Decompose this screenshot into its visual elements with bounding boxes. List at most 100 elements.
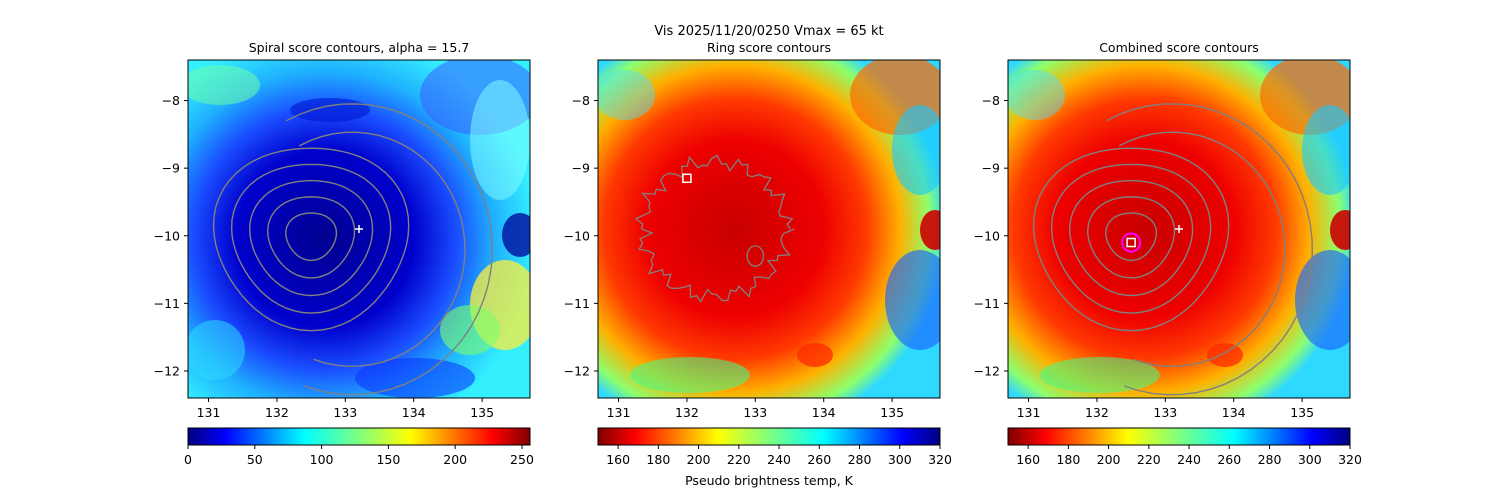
colorbar-tick-label: 300 [888, 452, 912, 467]
x-tick-label: 133 [743, 405, 767, 420]
colorbar-tick-label: 160 [1016, 452, 1040, 467]
score-contour [285, 103, 494, 396]
score-contour [1050, 163, 1212, 314]
x-tick-label: 132 [265, 405, 289, 420]
center-square-marker [682, 173, 692, 184]
ring-colorbar-label: Pseudo brightness temp, K [685, 473, 854, 488]
center-plus-marker [355, 225, 363, 233]
ring-markers [682, 173, 692, 184]
y-tick-label: −8 [572, 93, 590, 108]
colorbar-tick-label: 200 [443, 452, 467, 467]
score-contour [1032, 147, 1230, 332]
combined-panel-title: Combined score contours [1099, 40, 1259, 55]
score-contour [1118, 131, 1286, 368]
y-tick-label: −11 [154, 296, 180, 311]
center-circle-marker [1121, 232, 1142, 253]
x-tick-label: 133 [333, 405, 357, 420]
spiral-panel: Spiral score contours, alpha = 15.7 131 1… [154, 40, 534, 467]
combined-contours [1032, 103, 1314, 396]
colorbar-tick-label: 100 [310, 452, 334, 467]
ring-contours [634, 154, 795, 303]
y-tick-label: −12 [974, 363, 1000, 378]
combined-axis-ticks: 131 132 133 134 135 −8 −9 −10 −11 −12 [974, 93, 1314, 420]
figure-title: Vis 2025/11/20/0250 Vmax = 65 kt [654, 24, 883, 39]
x-tick-label: 135 [880, 405, 904, 420]
score-contour [298, 131, 466, 368]
ring-panel-title: Ring score contours [707, 40, 831, 55]
colorbar-tick-label: 240 [1177, 452, 1201, 467]
colorbar-tick-label: 180 [1056, 452, 1080, 467]
colorbar-tick-label: 260 [1217, 452, 1241, 467]
spiral-panel-title: Spiral score contours, alpha = 15.7 [249, 40, 470, 55]
score-contour [285, 212, 338, 262]
spiral-axes-frame [187, 59, 531, 399]
score-contour [230, 163, 392, 314]
center-square-marker [1126, 237, 1136, 248]
x-tick-label: 131 [607, 405, 631, 420]
score-contour [266, 196, 356, 279]
score-contour [248, 179, 374, 297]
spiral-heatmap [188, 60, 530, 398]
combined-panel: Combined score contours 131 132 133 134 135 −… [974, 40, 1362, 467]
combined-colorbar: 160 180 200 220 240 260 280 300 320 [1007, 427, 1362, 467]
x-tick-label: 134 [402, 405, 426, 420]
x-tick-label: 133 [1153, 405, 1177, 420]
colorbar-tick-label: 320 [1338, 452, 1362, 467]
x-tick-label: 132 [675, 405, 699, 420]
ring-panel: Ring score contours 131 132 133 134 135 −8 −9 −… [564, 40, 952, 488]
x-tick-label: 134 [1222, 405, 1246, 420]
colorbar-tick-label: 300 [1298, 452, 1322, 467]
x-tick-label: 131 [197, 405, 221, 420]
ring-heatmap [598, 60, 940, 398]
colorbar-tick-label: 320 [928, 452, 952, 467]
y-tick-label: −11 [564, 296, 590, 311]
x-tick-label: 135 [470, 405, 494, 420]
colorbar-tick-label: 50 [247, 452, 263, 467]
colorbar-tick-label: 180 [646, 452, 670, 467]
center-plus-marker [1175, 225, 1183, 233]
score-contour [1105, 103, 1314, 396]
score-contour [1105, 212, 1158, 262]
colorbar-tick-label: 220 [1137, 452, 1161, 467]
x-tick-label: 131 [1017, 405, 1041, 420]
y-tick-label: −9 [982, 161, 1000, 176]
colorbar-tick-label: 200 [687, 452, 711, 467]
x-tick-label: 135 [1290, 405, 1314, 420]
colorbar-tick-label: 0 [184, 452, 192, 467]
combined-markers [1121, 225, 1183, 253]
score-contour [1086, 196, 1176, 279]
colorbar-tick-label: 220 [727, 452, 751, 467]
colorbar-tick-label: 150 [376, 452, 400, 467]
ring-contour [746, 245, 765, 267]
spiral-axis-ticks: 131 132 133 134 135 −8 −9 −10 −11 −12 [154, 93, 494, 420]
x-tick-label: 132 [1085, 405, 1109, 420]
y-tick-label: −8 [162, 93, 180, 108]
colorbar-tick-label: 160 [606, 452, 630, 467]
ring-contour [634, 154, 795, 303]
score-contour [212, 147, 410, 332]
ring-colorbar: 160 180 200 220 240 260 280 300 320 [597, 427, 952, 467]
colorbar-tick-label: 260 [807, 452, 831, 467]
ring-axis-ticks: 131 132 133 134 135 −8 −9 −10 −11 −12 [564, 93, 904, 420]
spiral-markers [355, 225, 363, 233]
x-tick-label: 134 [812, 405, 836, 420]
y-tick-label: −8 [982, 93, 1000, 108]
y-tick-label: −9 [162, 161, 180, 176]
ring-axes-frame [597, 59, 941, 399]
colorbar-tick-label: 250 [510, 452, 534, 467]
spiral-colorbar: 0 50 100 150 200 250 [184, 427, 534, 467]
y-tick-label: −12 [564, 363, 590, 378]
y-tick-label: −10 [154, 228, 180, 243]
y-tick-label: −12 [154, 363, 180, 378]
y-tick-label: −9 [572, 161, 590, 176]
y-tick-label: −10 [974, 228, 1000, 243]
combined-axes-frame [1007, 59, 1351, 399]
spiral-contours [212, 103, 494, 396]
colorbar-tick-label: 280 [848, 452, 872, 467]
colorbar-tick-label: 240 [767, 452, 791, 467]
score-contour [1068, 179, 1194, 297]
y-tick-label: −10 [564, 228, 590, 243]
colorbar-tick-label: 200 [1097, 452, 1121, 467]
colorbar-tick-label: 280 [1258, 452, 1282, 467]
